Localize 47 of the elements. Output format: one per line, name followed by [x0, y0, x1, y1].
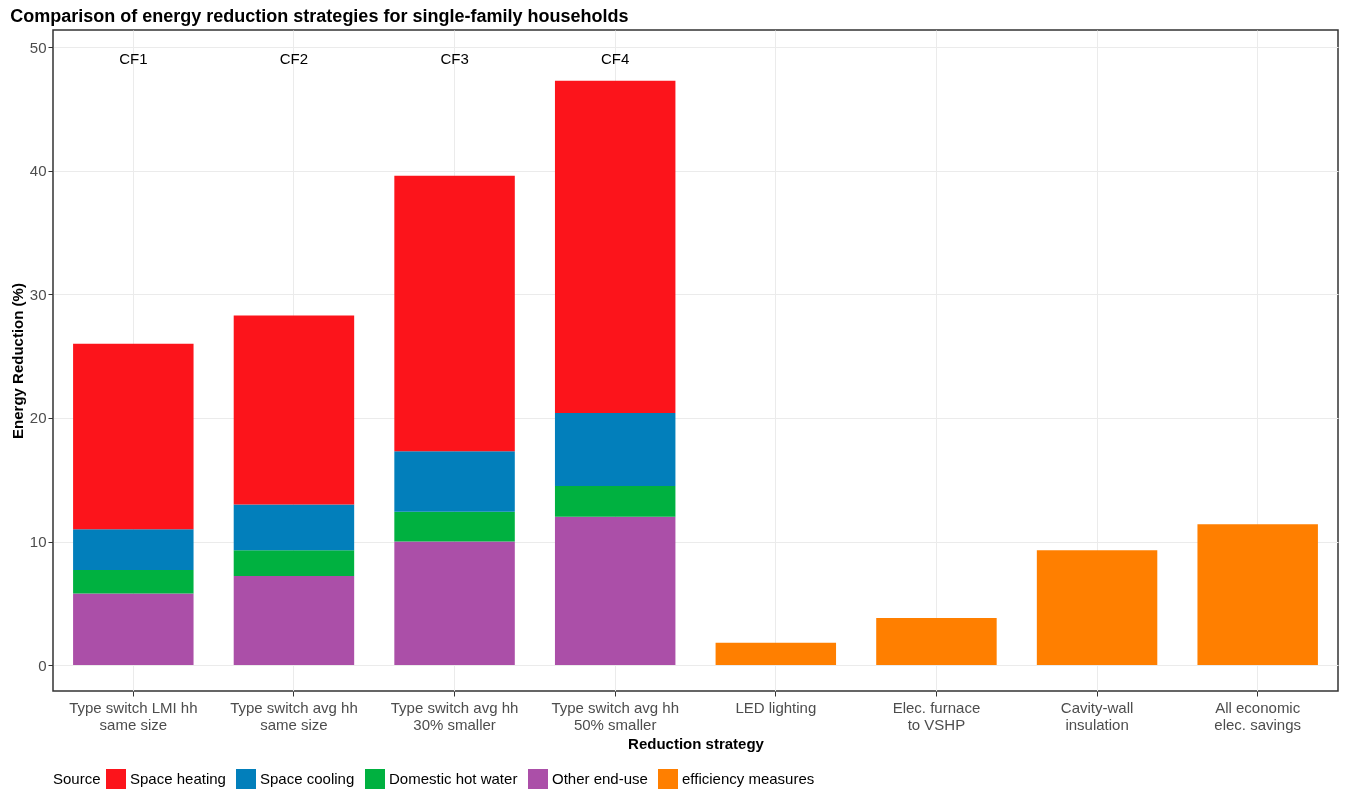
legend-title: Source [53, 770, 101, 787]
x-axis-title: Reduction strategy [628, 734, 765, 752]
x-tick-label: Type switch avg hh same size [230, 698, 358, 733]
bar [73, 343, 194, 530]
annotation: CF3 [440, 50, 469, 67]
annotation: CF4 [601, 50, 630, 67]
bar [554, 485, 676, 517]
x-tick-label: Elec. furnace to VSHP [892, 698, 981, 733]
bar [394, 451, 515, 512]
legend-label: Space cooling [260, 770, 355, 787]
chart-title: Comparison of energy reduction strategies for single-family households [10, 6, 629, 26]
bar [233, 550, 355, 577]
bar [554, 516, 676, 666]
annotation: CF2 [279, 50, 309, 67]
bar [554, 413, 676, 486]
y-tick-label: 10 [29, 533, 47, 550]
bar [394, 175, 515, 452]
x-tick-label: LED lighting [735, 698, 817, 716]
y-tick-label: 40 [29, 162, 47, 180]
bar [233, 504, 355, 551]
legend-label: efficiency measures [682, 770, 815, 787]
bar [73, 593, 194, 666]
y-tick-label: 30 [29, 285, 47, 303]
x-tick-label: Cavity-wall insulation [1060, 698, 1134, 733]
y-tick-label: 20 [29, 409, 47, 427]
bar [73, 529, 194, 570]
legend-label: Domestic hot water [389, 770, 518, 787]
bar [233, 315, 355, 505]
bar [715, 642, 837, 666]
legend-label: Space heating [130, 770, 226, 787]
bar [394, 511, 515, 542]
x-tick-label: Type switch LMI hh same size [69, 698, 198, 733]
annotation: CF1 [119, 50, 148, 67]
y-axis-title: Energy Reduction (%) [8, 283, 26, 439]
bar [233, 576, 355, 666]
bar [1197, 524, 1318, 666]
x-tick-label: All economic elec. savings [1214, 698, 1302, 733]
bar [394, 541, 515, 666]
x-tick-label: Type switch avg hh 50% smaller [551, 698, 679, 733]
y-tick-label: 0 [38, 656, 47, 674]
x-tick-label: Type switch avg hh 30% smaller [390, 698, 519, 733]
bar [876, 618, 997, 666]
bar [73, 569, 194, 594]
bar [1036, 550, 1158, 666]
bar [554, 80, 676, 414]
legend-label: Other end-use [552, 770, 648, 787]
y-tick-label: 50 [29, 38, 47, 56]
